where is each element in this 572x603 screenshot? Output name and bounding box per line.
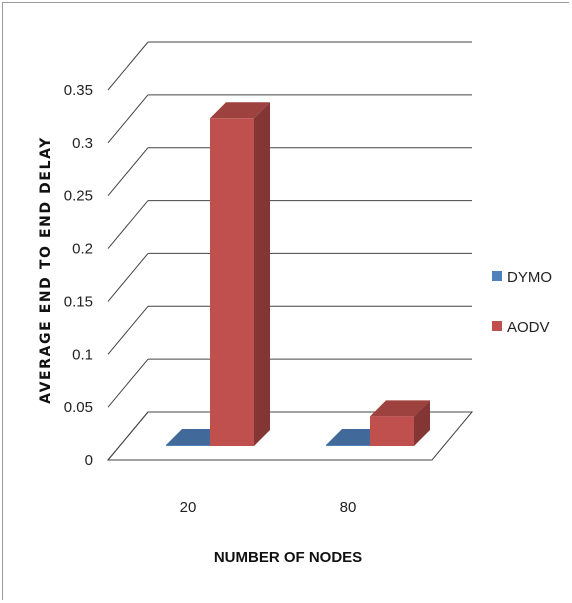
y-tick-label: 0.15 [64, 293, 93, 310]
y-tick-label: 0.35 [64, 82, 93, 99]
bar-top [370, 400, 430, 417]
y-tick-label: 0.1 [72, 346, 93, 363]
bar-front [370, 416, 414, 446]
bar-side [414, 400, 430, 446]
y-tick-label: 0.2 [72, 241, 93, 258]
x-tick-label: 20 [180, 499, 197, 516]
legend-label: DYMO [507, 269, 552, 286]
x-tick-label: 80 [340, 499, 357, 516]
bar-aodv-20 [210, 102, 270, 447]
gridline-side [107, 200, 149, 249]
y-axis-label: AVERAGE END TO END DELAY [38, 136, 54, 404]
y-axis-ticks: 0 0.05 0.1 0.15 0.2 0.25 0.3 0.35 [64, 82, 93, 469]
legend: DYMO AODV [492, 269, 552, 336]
legend-label: AODV [507, 319, 550, 336]
floor [106, 411, 474, 461]
gridline-side [107, 147, 149, 197]
bar-side [254, 102, 270, 447]
bar-aodv-80 [370, 400, 430, 446]
legend-swatch [492, 321, 502, 331]
legend-item-dymo: DYMO [492, 269, 552, 286]
legend-swatch [492, 271, 502, 281]
gridline-side [107, 41, 149, 91]
x-axis-label: NUMBER OF NODES [214, 549, 362, 566]
gridline-side [107, 94, 149, 144]
y-tick-label: 0.3 [72, 135, 93, 152]
gridline-side [107, 305, 149, 355]
x-axis-ticks: 20 80 [180, 499, 357, 516]
bar-front [210, 118, 254, 447]
bars [166, 102, 430, 447]
bar-front [166, 444, 210, 446]
legend-item-aodv: AODV [492, 319, 550, 336]
bar-top [210, 102, 270, 119]
gridline-side [107, 358, 149, 408]
y-tick-label: 0.25 [64, 188, 93, 205]
y-tick-label: 0.05 [64, 399, 93, 416]
gridlines [106, 41, 474, 461]
bar-front [326, 444, 370, 446]
y-tick-label: 0 [85, 452, 93, 469]
gridline-side [107, 253, 149, 302]
